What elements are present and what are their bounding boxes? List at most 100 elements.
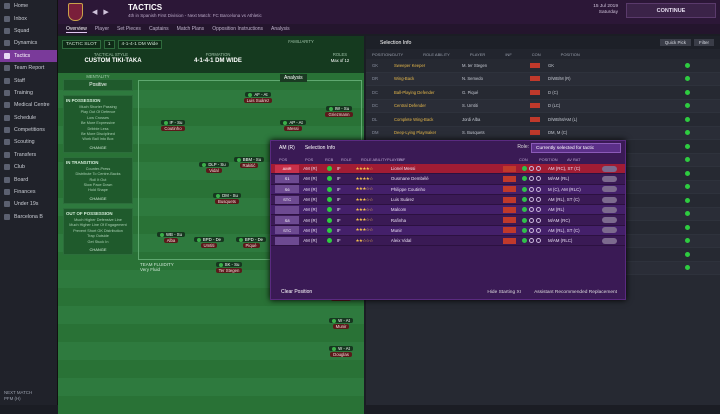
rating-toggle[interactable]	[602, 196, 618, 203]
column-header[interactable]: AV RAT	[567, 157, 581, 162]
table-row[interactable]: DM Deep-Lying Playmaker S. Busquets DM, M (…	[366, 126, 720, 140]
sidebar-item-team-report[interactable]: Team Report	[0, 62, 57, 74]
pitch-player-card[interactable]: DLP - Su Vidal	[193, 162, 235, 173]
condition-icon	[202, 162, 207, 167]
sidebar-item-medical-centre[interactable]: Medical Centre	[0, 99, 57, 111]
column-header[interactable]: POSITION/DUTY	[372, 51, 404, 57]
rating-toggle[interactable]	[602, 227, 618, 234]
column-header[interactable]: CON	[531, 51, 541, 57]
column-header[interactable]: RCB	[325, 157, 334, 162]
column-header[interactable]: POS	[305, 157, 314, 162]
next-match[interactable]: NEXT MATCH PFM (H)	[4, 390, 32, 402]
tactical-style-value[interactable]: CUSTOM TIKI-TAKA	[84, 58, 142, 64]
popup-player-row[interactable]: AMR AM (R) IF ★★★★☆ Lionel Messi AM (RC), ST …	[271, 164, 625, 175]
table-row[interactable]: DC Central Defender S. Umtiti D (LC)	[366, 99, 720, 113]
column-header[interactable]: PLAYER	[469, 51, 486, 57]
sidebar-item-inbox[interactable]: Inbox	[0, 12, 57, 24]
hide-starting-toggle[interactable]: Hide Starting XI	[487, 290, 521, 295]
popup-player-row[interactable]: STC AM (R) IF ★★★☆☆ Munir AM (RL), ST (C)	[271, 225, 625, 237]
tab-player[interactable]: Player	[94, 26, 110, 32]
column-header[interactable]: POSITION	[539, 157, 558, 162]
table-row[interactable]: DL Complete Wing-Back Jordi Alba D/WB/M/AM …	[366, 113, 720, 127]
tab-set-pieces[interactable]: Set Pieces	[117, 26, 141, 32]
popup-player-row[interactable]: S8 AM (R) IF ★★★☆☆ Rafinha M/AM (RC)	[271, 215, 625, 226]
analysis-button[interactable]: Analysis	[280, 74, 307, 82]
pitch-player-card[interactable]: IW - Su Griezmann	[318, 106, 360, 117]
column-header[interactable]: INF	[505, 51, 512, 57]
role-select-dropdown[interactable]: Currently selected for tactic	[531, 143, 621, 153]
pitch-player-card[interactable]: DM - Su Busquets	[206, 193, 248, 204]
sidebar-item-barcelona-b[interactable]: Barcelona B	[0, 211, 57, 223]
row-position: GK	[372, 62, 379, 68]
sidebar-item-tactics[interactable]: Tactics	[0, 49, 57, 62]
popup-tab[interactable]: Selection Info	[304, 145, 336, 151]
rating-toggle[interactable]	[602, 217, 618, 224]
rating-toggle[interactable]	[602, 175, 618, 182]
popup-player-row[interactable]: AM (R) IF ★★★☆☆ Malcom AM (RL)	[271, 205, 625, 216]
sidebar-item-competitions[interactable]: Competitions	[0, 124, 57, 136]
sidebar-item-scouting[interactable]: Scouting	[0, 136, 57, 148]
sidebar-item-club[interactable]: Club	[0, 161, 57, 173]
tab-match-plans[interactable]: Match Plans	[176, 26, 205, 32]
pitch-player-card[interactable]: AP - At Messi	[272, 120, 314, 131]
tactic-tab-button[interactable]: TACTIC SLOT	[62, 40, 101, 49]
table-row[interactable]: DC Ball-Playing Defender G. Piqué D (C)	[366, 86, 720, 100]
filter-button[interactable]: Filter	[694, 39, 714, 46]
nav-arrows[interactable]: ◀ ▶	[92, 9, 111, 16]
tab-opposition-instructions[interactable]: Opposition Instructions	[212, 26, 264, 32]
popup-player-row[interactable]: STC AM (R) IF ★★★☆☆ Luis Suárez AM (RL), ST (…	[271, 195, 625, 206]
club-crest-icon[interactable]	[68, 3, 83, 21]
sidebar-item-schedule[interactable]: Schedule	[0, 112, 57, 124]
pitch-player-card[interactable]: SK - Su Ter Stegen	[208, 262, 250, 273]
column-header[interactable]: INF	[399, 157, 406, 162]
sidebar-item-home[interactable]: Home	[0, 0, 57, 12]
quick-pick-button[interactable]: Quick Pick	[659, 39, 691, 46]
column-header[interactable]: CON	[519, 157, 528, 162]
tactic-slot-number[interactable]: 1	[103, 40, 115, 49]
rating-toggle[interactable]	[602, 206, 618, 213]
sidebar-item-staff[interactable]: Staff	[0, 74, 57, 86]
sidebar-item-training[interactable]: Training	[0, 87, 57, 99]
column-header[interactable]: ROLE ABILITY	[423, 51, 450, 57]
popup-player-row[interactable]: AM (R) IF ★★☆☆☆ Aleix Vidal M/AM (RLC)	[271, 236, 625, 247]
sidebar-item-finances[interactable]: Finances	[0, 186, 57, 198]
role-ability-stars: ★★★☆☆	[355, 196, 373, 202]
column-header[interactable]: POS	[279, 157, 288, 162]
column-header[interactable]: ROLE ABILITY	[361, 157, 387, 162]
sidebar-item-squad[interactable]: Squad	[0, 25, 57, 37]
pitch-player-card[interactable]: BBM - Su Rakitić	[228, 157, 270, 168]
tab-captains[interactable]: Captains	[148, 26, 169, 32]
mentality-select[interactable]: Positive	[63, 79, 133, 91]
column-header[interactable]: ROLE	[341, 157, 352, 162]
pitch-player-card[interactable]: W - At Munir	[320, 318, 362, 329]
pitch-player-card[interactable]: W - At Douglas	[320, 346, 362, 357]
pitch-player-card[interactable]: AF - At Luis Suárez	[237, 92, 279, 103]
rating-toggle[interactable]	[602, 186, 618, 193]
table-row[interactable]: GK Sweeper Keeper M. ter Stegen GK	[366, 59, 720, 73]
rating-toggle[interactable]	[602, 237, 618, 244]
formation-value[interactable]: 4-1-4-1 DM WIDE	[194, 58, 242, 64]
tactic-slot-select[interactable]: 4-1-4-1 DM Wide	[117, 40, 163, 49]
table-row[interactable]: DR Wing-Back N. Semedo D/WB/M (R)	[366, 72, 720, 86]
sidebar-item-under-19s[interactable]: Under 19s	[0, 198, 57, 210]
tab-overview[interactable]: Overview	[66, 25, 87, 33]
change-button[interactable]: CHANGE	[89, 195, 107, 201]
rating-toggle[interactable]	[602, 165, 618, 172]
sidebar-item-transfers[interactable]: Transfers	[0, 149, 57, 161]
popup-player-row[interactable]: S6 AM (R) IF ★★★☆☆ Philippe Coutinho M (C), A…	[271, 184, 625, 195]
pitch-player-card[interactable]: IF - Su Coutinho	[152, 120, 194, 131]
pitch-player-card[interactable]: BPD - De Umtiti	[188, 237, 230, 248]
clear-position-button[interactable]: Clear Position	[281, 289, 313, 295]
auto-replace-toggle[interactable]: Assistant Recommended Replacement	[534, 290, 617, 295]
column-header[interactable]: POSITION	[560, 51, 580, 57]
continue-button[interactable]: CONTINUE	[626, 3, 716, 18]
change-button[interactable]: CHANGE	[89, 144, 107, 150]
popup-player-row[interactable]: S1 AM (R) IF ★★★★☆ Ousmane Dembélé M/AM (RL)	[271, 174, 625, 185]
sidebar-item-board[interactable]: Board	[0, 173, 57, 185]
change-button[interactable]: CHANGE	[89, 246, 107, 252]
pitch-player-card[interactable]: WB - Su Alba	[150, 232, 192, 243]
sidebar-item-dynamics[interactable]: Dynamics	[0, 37, 57, 49]
tab-analysis[interactable]: Analysis	[271, 26, 290, 32]
pitch-player-card[interactable]: BPD - De Piqué	[230, 237, 272, 248]
column-header[interactable]: PLAYER	[387, 157, 403, 162]
